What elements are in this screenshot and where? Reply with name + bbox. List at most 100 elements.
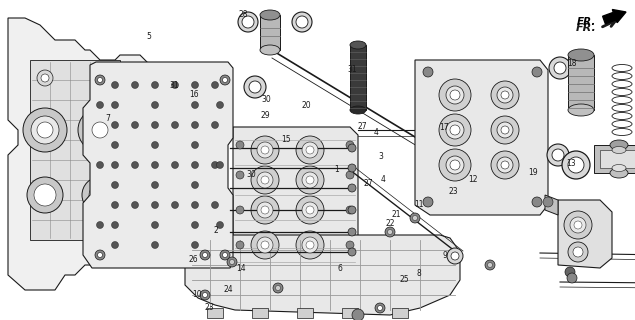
Circle shape <box>89 184 111 206</box>
Circle shape <box>112 181 119 188</box>
Text: 30: 30 <box>246 170 256 179</box>
Text: 29: 29 <box>260 111 271 120</box>
Circle shape <box>439 79 471 111</box>
Polygon shape <box>558 200 612 268</box>
Circle shape <box>547 144 569 166</box>
Circle shape <box>446 86 464 104</box>
Circle shape <box>302 142 318 158</box>
Circle shape <box>86 116 114 144</box>
Polygon shape <box>392 308 408 318</box>
Ellipse shape <box>350 106 366 114</box>
Circle shape <box>34 184 56 206</box>
Circle shape <box>564 211 592 239</box>
Ellipse shape <box>610 140 628 150</box>
Text: 20: 20 <box>301 101 311 110</box>
Circle shape <box>447 248 463 264</box>
Circle shape <box>292 12 312 32</box>
Circle shape <box>251 231 279 259</box>
Text: 24: 24 <box>224 285 234 294</box>
Circle shape <box>497 157 513 173</box>
Circle shape <box>97 162 104 169</box>
Circle shape <box>302 172 318 188</box>
Circle shape <box>203 252 208 258</box>
Circle shape <box>501 126 509 134</box>
Circle shape <box>152 202 159 209</box>
Circle shape <box>97 101 104 108</box>
Circle shape <box>192 101 199 108</box>
Circle shape <box>302 202 318 218</box>
Circle shape <box>568 157 584 173</box>
Circle shape <box>171 202 178 209</box>
Circle shape <box>346 141 354 149</box>
Circle shape <box>203 292 208 298</box>
Text: 4: 4 <box>373 128 378 137</box>
Circle shape <box>217 101 224 108</box>
Circle shape <box>192 221 199 228</box>
Circle shape <box>562 151 590 179</box>
Text: 30: 30 <box>262 95 272 104</box>
Circle shape <box>306 176 314 184</box>
Circle shape <box>131 122 138 129</box>
Circle shape <box>171 82 178 89</box>
Circle shape <box>98 77 102 83</box>
Circle shape <box>554 62 566 74</box>
Circle shape <box>296 166 324 194</box>
Text: 27: 27 <box>357 122 367 131</box>
Text: 3: 3 <box>378 152 384 161</box>
Circle shape <box>375 303 385 313</box>
Circle shape <box>152 101 159 108</box>
Circle shape <box>37 122 53 138</box>
Text: 18: 18 <box>567 60 576 68</box>
Text: 7: 7 <box>105 114 110 123</box>
Circle shape <box>451 252 459 260</box>
Circle shape <box>23 108 67 152</box>
Text: 16: 16 <box>189 90 199 99</box>
Circle shape <box>112 242 119 249</box>
Circle shape <box>574 221 582 229</box>
Circle shape <box>211 82 218 89</box>
Circle shape <box>257 142 273 158</box>
Circle shape <box>92 70 108 86</box>
Circle shape <box>98 252 102 258</box>
Circle shape <box>257 237 273 253</box>
Circle shape <box>450 250 460 260</box>
Circle shape <box>244 76 266 98</box>
Circle shape <box>261 146 269 154</box>
Circle shape <box>296 196 324 224</box>
Circle shape <box>491 116 519 144</box>
Circle shape <box>112 141 119 148</box>
Text: 17: 17 <box>439 124 450 132</box>
Circle shape <box>346 241 354 249</box>
Circle shape <box>488 262 493 268</box>
Circle shape <box>131 162 138 169</box>
Circle shape <box>236 241 244 249</box>
Circle shape <box>211 162 218 169</box>
Text: 19: 19 <box>528 168 538 177</box>
Text: 12: 12 <box>469 175 478 184</box>
Circle shape <box>568 242 588 262</box>
Circle shape <box>192 82 199 89</box>
Text: 4: 4 <box>381 175 386 184</box>
Circle shape <box>152 162 159 169</box>
Circle shape <box>152 181 159 188</box>
Ellipse shape <box>610 168 628 178</box>
Circle shape <box>96 74 104 82</box>
Circle shape <box>296 136 324 164</box>
Circle shape <box>273 283 283 293</box>
Circle shape <box>112 162 119 169</box>
Circle shape <box>229 260 234 265</box>
Ellipse shape <box>260 10 280 20</box>
Circle shape <box>192 202 199 209</box>
Circle shape <box>222 252 227 258</box>
Circle shape <box>306 146 314 154</box>
Circle shape <box>573 247 583 257</box>
Circle shape <box>497 87 513 103</box>
Text: 28: 28 <box>239 10 248 19</box>
Circle shape <box>439 114 471 146</box>
Circle shape <box>410 213 420 223</box>
Polygon shape <box>30 60 120 240</box>
Text: 13: 13 <box>566 159 577 168</box>
Circle shape <box>238 12 258 32</box>
Circle shape <box>217 162 224 169</box>
Circle shape <box>236 171 244 179</box>
